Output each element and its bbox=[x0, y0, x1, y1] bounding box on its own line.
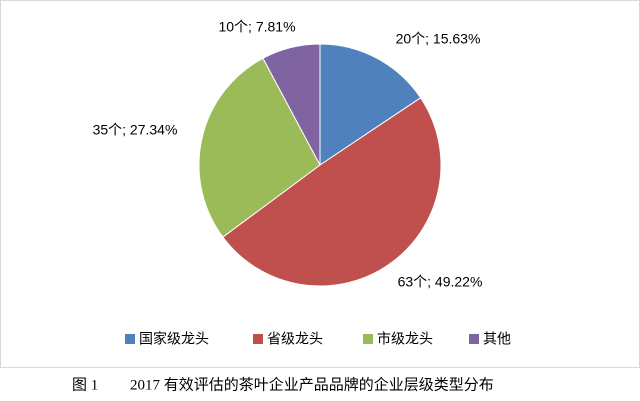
legend-swatch bbox=[469, 334, 479, 344]
legend-label: 国家级龙头 bbox=[139, 331, 209, 347]
legend-swatch bbox=[125, 334, 135, 344]
pie-slice bbox=[319, 43, 422, 166]
figure-caption: 2017 有效评估的茶叶企业产品品牌的企业层级类型分布 bbox=[130, 375, 494, 393]
data-label: 10个; 7.81% bbox=[218, 19, 295, 35]
data-label: 63个; 49.22% bbox=[398, 274, 483, 290]
pie-slice bbox=[262, 43, 321, 166]
legend-label: 省级龙头 bbox=[267, 331, 323, 347]
legend-swatch bbox=[363, 334, 373, 344]
data-label: 35个; 27.34% bbox=[93, 122, 178, 138]
pie-slice bbox=[222, 97, 442, 287]
figure-number: 图 1 bbox=[72, 376, 98, 393]
legend-swatch bbox=[253, 334, 263, 344]
legend-label: 市级龙头 bbox=[377, 331, 433, 347]
data-label: 20个; 15.63% bbox=[396, 31, 481, 47]
pie-slice bbox=[198, 57, 321, 238]
legend-label: 其他 bbox=[483, 331, 511, 347]
